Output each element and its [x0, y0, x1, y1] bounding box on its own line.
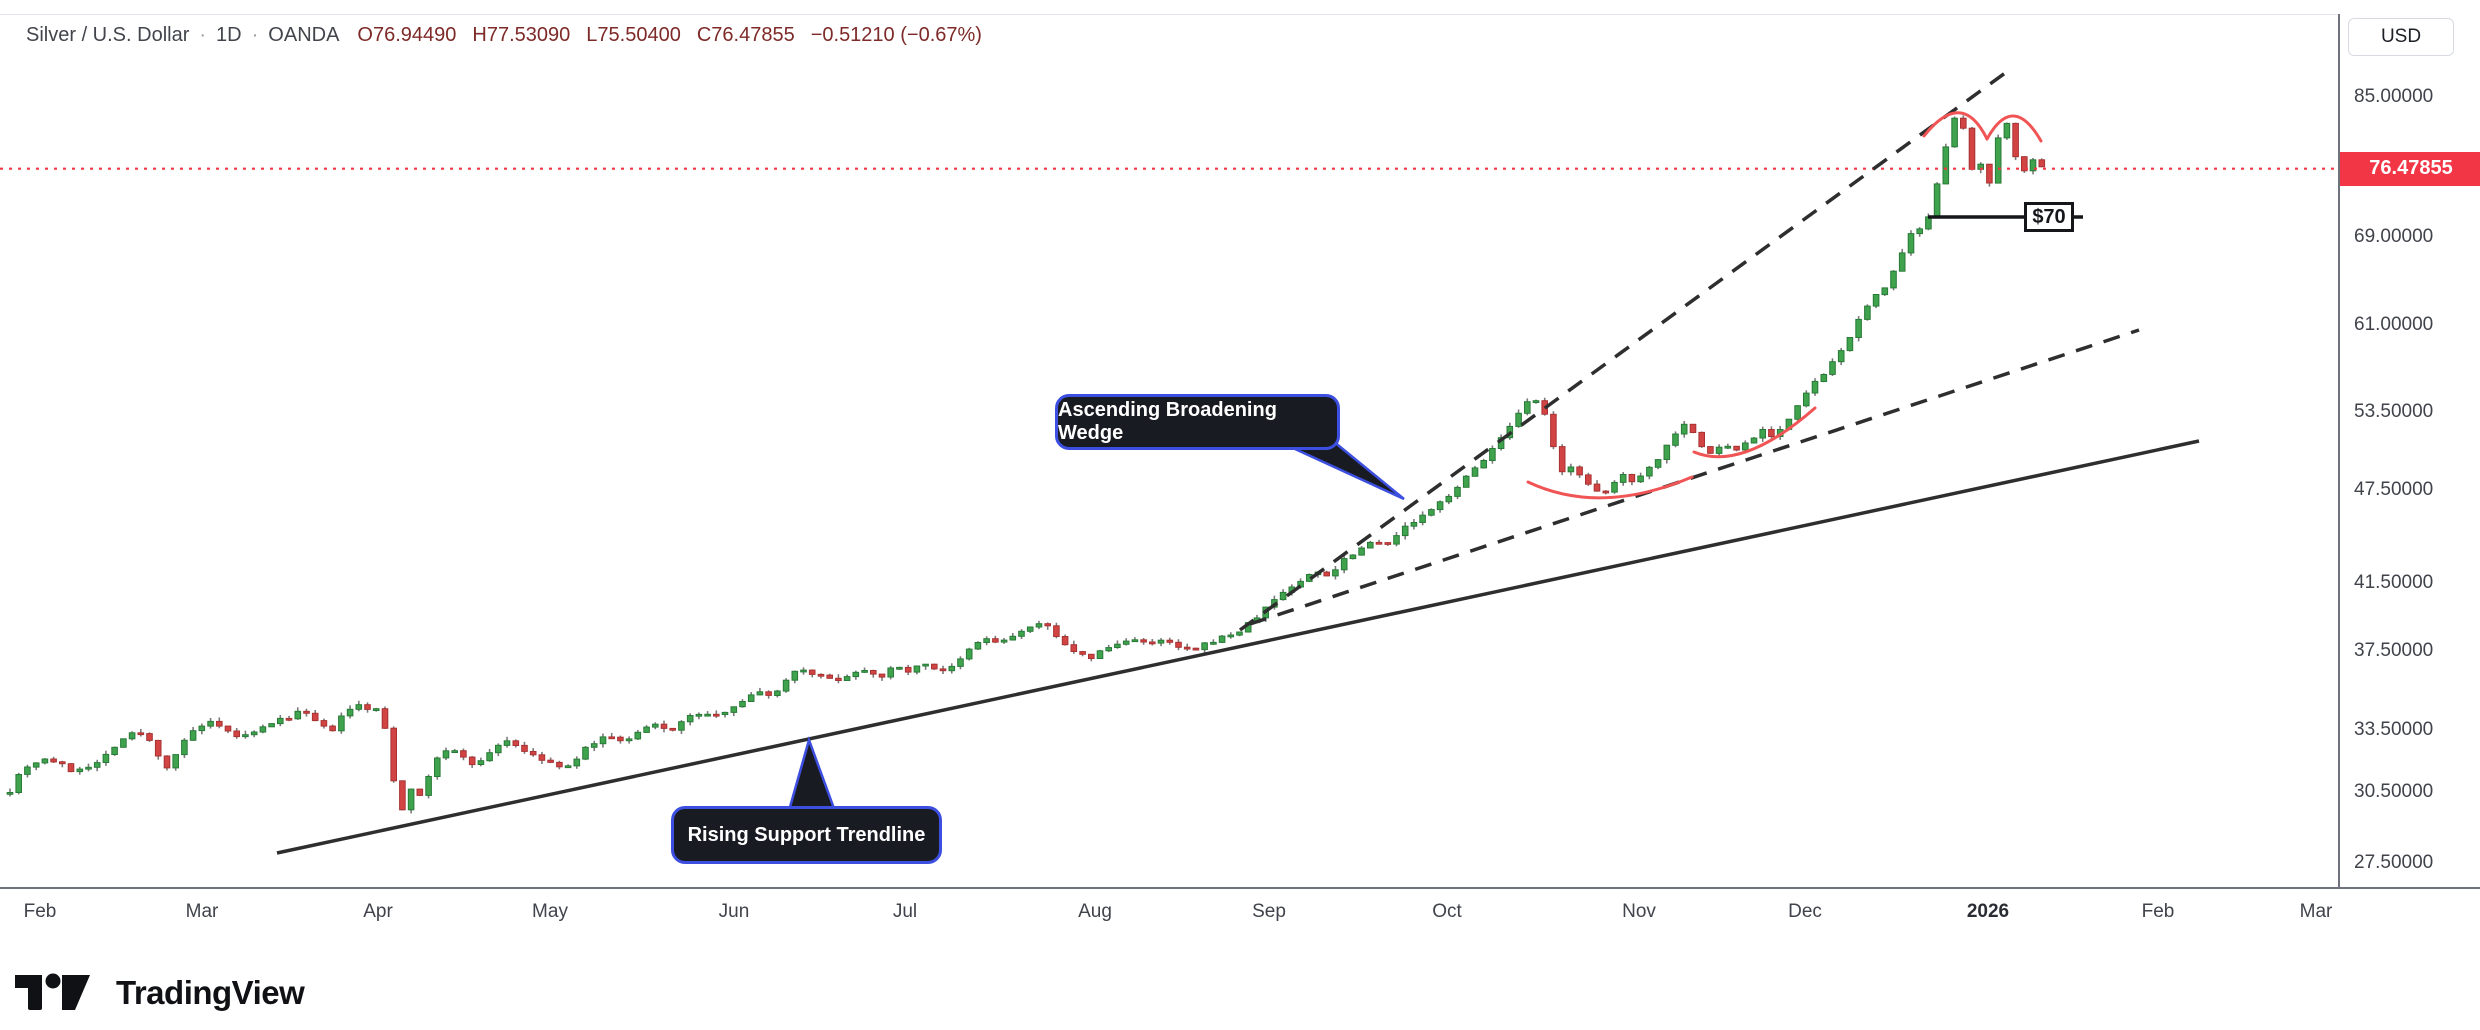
price-tick-label: 37.50000 — [2354, 640, 2434, 661]
symbol-title[interactable]: Silver / U.S. Dollar — [26, 24, 190, 46]
price-tick-label: 27.50000 — [2354, 852, 2434, 873]
wedge-lower-trendline[interactable] — [1249, 328, 2140, 626]
tradingview-logo-text: TradingView — [116, 974, 305, 1011]
current-price-value: 76.47855 — [2369, 157, 2453, 180]
time-tick-label: Jul — [892, 901, 918, 922]
exchange-label[interactable]: OANDA — [268, 24, 340, 46]
time-tick-label: 2026 — [1966, 901, 2010, 922]
wedge-callout-label: Ascending Broadening Wedge — [1058, 399, 1277, 444]
price-tick-label: 61.00000 — [2354, 314, 2434, 335]
price-tick-label: 69.00000 — [2354, 226, 2434, 247]
currency-label: USD — [2380, 26, 2422, 47]
wedge-callout[interactable]: Ascending Broadening Wedge — [1055, 394, 1340, 450]
time-tick-label: Oct — [1432, 901, 1462, 922]
timeframe-label[interactable]: 1D — [216, 24, 242, 46]
high-value: H77.53090 — [472, 24, 571, 46]
time-tick-label: May — [532, 901, 568, 922]
time-tick-label: Sep — [1252, 901, 1286, 922]
time-axis-corner — [2338, 887, 2480, 940]
support-callout-label: Rising Support Trendline — [687, 823, 926, 846]
price-axis[interactable]: USD 85.00000 69.00000 61.00000 53.50000 47.5… — [2338, 14, 2480, 887]
candlesticks-layer[interactable] — [6, 115, 2046, 814]
price-tick-label: 41.50000 — [2354, 572, 2434, 593]
price-tick-label: 53.50000 — [2354, 401, 2434, 422]
separator-dot: · — [251, 24, 259, 46]
price-level-tag[interactable]: $70 — [2024, 202, 2074, 232]
support-callout[interactable]: Rising Support Trendline — [671, 806, 942, 864]
red-arc-4[interactable] — [1985, 114, 2043, 143]
red-arc-1[interactable] — [1526, 475, 1694, 500]
time-tick-label: Feb — [2141, 901, 2175, 922]
time-tick-label: Apr — [363, 901, 393, 922]
separator-dot: · — [199, 24, 207, 46]
time-tick-label: Dec — [1788, 901, 1822, 922]
price-level-label: $70 — [2032, 205, 2066, 228]
current-price-label: 76.47855 — [2340, 151, 2480, 186]
price-tick-label: 33.50000 — [2354, 719, 2434, 740]
ohlc-values: O76.94490 H77.53090 L75.50400 C76.47855 … — [357, 24, 982, 47]
time-tick-label: Nov — [1622, 901, 1656, 922]
change-value: −0.51210 (−0.67%) — [810, 24, 982, 46]
price-tick-label: 30.50000 — [2354, 781, 2434, 802]
red-arc-2[interactable] — [1692, 406, 1817, 459]
red-arc-3[interactable] — [1922, 111, 1989, 141]
close-value: C76.47855 — [696, 24, 795, 46]
tradingview-logo-icon — [15, 973, 90, 1010]
open-value: O76.94490 — [357, 24, 457, 46]
time-tick-label: Feb — [23, 901, 57, 922]
support-callout-tail — [786, 735, 838, 816]
time-axis[interactable]: Feb Mar Apr May Jun Jul Aug Sep Oct Nov Dec 2026 Feb… — [0, 887, 2338, 940]
tradingview-branding[interactable]: TradingView — [14, 970, 305, 1016]
wedge-upper-trendline[interactable] — [1238, 66, 2014, 632]
top-divider — [0, 14, 2480, 15]
time-tick-label: Jun — [718, 901, 750, 922]
rising-support-trendline[interactable] — [276, 439, 2200, 855]
time-tick-label: Mar — [2299, 901, 2333, 922]
low-value: L75.50400 — [586, 24, 681, 46]
symbol-legend: Silver / U.S. Dollar · 1D · OANDA O76.94… — [26, 24, 982, 47]
price-tick-label: 85.00000 — [2354, 86, 2434, 107]
time-tick-label: Mar — [185, 901, 219, 922]
price-tick-label: 47.50000 — [2354, 479, 2434, 500]
time-tick-label: Aug — [1078, 901, 1112, 922]
currency-button[interactable]: USD — [2348, 18, 2454, 56]
